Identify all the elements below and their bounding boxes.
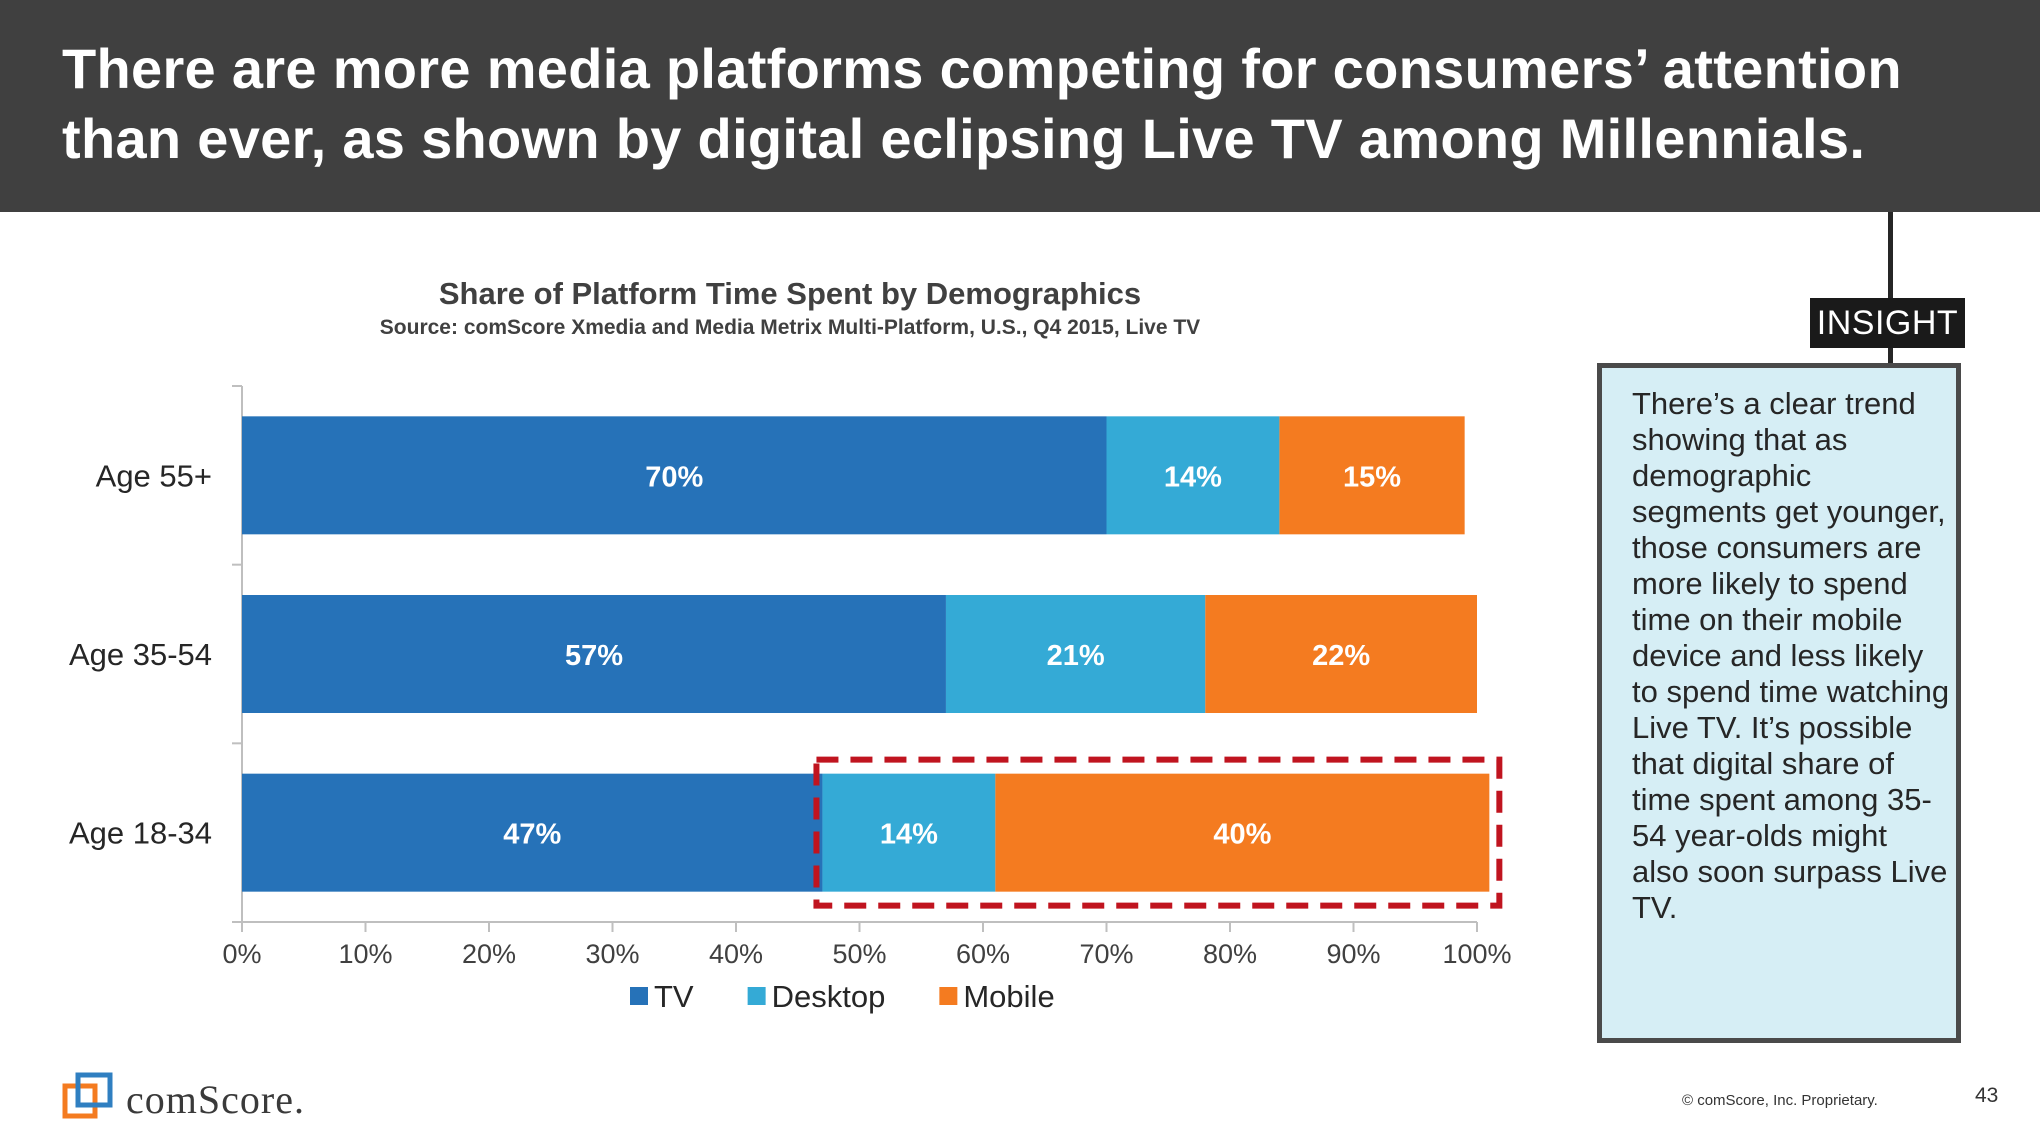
x-tick-label: 50% (832, 939, 886, 969)
headline-line-1: There are more media platforms competing… (62, 37, 1902, 100)
bar-segment (242, 595, 946, 713)
x-tick-label: 10% (338, 939, 392, 969)
x-tick-label: 60% (956, 939, 1010, 969)
data-label: 14% (1164, 461, 1222, 493)
x-tick-label: 70% (1079, 939, 1133, 969)
legend-swatch (630, 987, 648, 1005)
comscore-logo-icon (62, 1072, 113, 1119)
category-label: Age 18-34 (69, 816, 212, 851)
data-label: 40% (1213, 819, 1271, 851)
x-tick-label: 20% (462, 939, 516, 969)
legend-swatch (747, 987, 766, 1005)
insight-box: There’s a clear trend showing that as de… (1597, 363, 1961, 1043)
bar-segment (1279, 416, 1465, 535)
data-label: 70% (645, 461, 703, 493)
data-label: 21% (1047, 640, 1105, 672)
bar-segment (995, 773, 1490, 892)
bar-segment (242, 416, 1107, 535)
chart-subtitle: Source: comScore Xmedia and Media Metrix… (379, 316, 1201, 339)
data-label: 14% (880, 819, 938, 851)
x-tick-label: 90% (1326, 939, 1380, 969)
legend-swatch (939, 987, 958, 1005)
data-label: 22% (1312, 640, 1370, 672)
category-label: Age 55+ (96, 458, 212, 493)
bar-segment (242, 773, 823, 892)
x-tick-label: 30% (585, 939, 639, 969)
page-number: 43 (1975, 1084, 1999, 1107)
insight-tag-stem (1888, 348, 1893, 364)
copyright-notice: © comScore, Inc. Proprietary. (1682, 1092, 1878, 1109)
comscore-logo-text: comScore. (126, 1077, 305, 1122)
legend-label: TV (654, 979, 694, 1014)
chart-title: Share of Platform Time Spent by Demograp… (438, 276, 1142, 311)
x-tick-label: 0% (222, 939, 261, 969)
x-tick-label: 100% (1442, 939, 1511, 969)
legend-label: Mobile (963, 979, 1054, 1014)
category-label: Age 35-54 (69, 637, 212, 672)
headline-line-2: than ever, as shown by digital eclipsing… (62, 107, 1866, 170)
bar-segment (945, 595, 1206, 713)
data-label: 47% (503, 819, 561, 851)
bar-segment (1205, 595, 1477, 713)
legend-label: Desktop (772, 979, 886, 1014)
comscore-logo: comScore. (62, 1070, 362, 1122)
insight-text: There’s a clear trend showing that as de… (1632, 386, 1950, 925)
insight-tag: INSIGHT (1810, 298, 1965, 348)
highlight-box (813, 756, 1503, 909)
bar-segment (1106, 416, 1280, 535)
data-label: 15% (1343, 461, 1401, 493)
insight-connector-line (1888, 212, 1893, 298)
data-label: 57% (565, 640, 623, 672)
bar-segment (822, 773, 996, 892)
x-tick-label: 40% (709, 939, 763, 969)
x-tick-label: 80% (1203, 939, 1257, 969)
header-bar: There are more media platforms competing… (0, 0, 2040, 212)
